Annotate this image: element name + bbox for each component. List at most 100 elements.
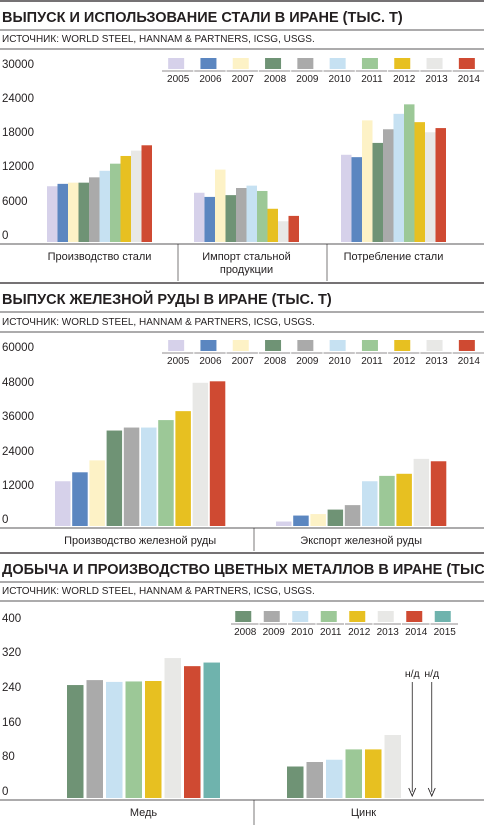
bar bbox=[384, 735, 401, 798]
bar bbox=[414, 122, 425, 242]
chart-title: ВЫПУСК И ИСПОЛЬЗОВАНИЕ СТАЛИ В ИРАНЕ (ТЫ… bbox=[2, 10, 403, 26]
legend-label: 2009 bbox=[296, 74, 319, 85]
bar bbox=[326, 759, 343, 798]
na-label: н/д bbox=[424, 668, 439, 680]
legend-label: 2008 bbox=[264, 74, 287, 85]
chart-panel: ВЫПУСК И ИСПОЛЬЗОВАНИЕ СТАЛИ В ИРАНЕ (ТЫ… bbox=[0, 0, 484, 281]
y-tick-label: 6000 bbox=[2, 196, 28, 208]
bar bbox=[55, 481, 71, 526]
bar bbox=[288, 215, 299, 242]
bar bbox=[246, 185, 257, 242]
y-tick-label: 18000 bbox=[2, 127, 34, 139]
legend-swatch bbox=[349, 611, 366, 622]
bar bbox=[106, 681, 123, 798]
bar bbox=[57, 183, 68, 242]
legend-label: 2007 bbox=[232, 356, 255, 367]
legend-label: 2014 bbox=[458, 356, 481, 367]
category-label: Производство стали bbox=[48, 251, 152, 263]
bar bbox=[78, 182, 89, 242]
chart-source: ИСТОЧНИК: WORLD STEEL, HANNAM & PARTNERS… bbox=[2, 586, 315, 597]
y-tick-label: 60000 bbox=[2, 342, 34, 354]
legend-label: 2012 bbox=[393, 74, 416, 85]
legend-swatch bbox=[297, 58, 314, 69]
chart-panel: ДОБЫЧА И ПРОИЗВОДСТВО ЦВЕТНЫХ МЕТАЛЛОВ В… bbox=[0, 552, 484, 825]
legend-label: 2013 bbox=[425, 356, 448, 367]
bar bbox=[86, 680, 103, 798]
bar bbox=[47, 186, 58, 242]
bar bbox=[203, 662, 220, 798]
legend-label: 2009 bbox=[263, 627, 286, 638]
na-arrow-head bbox=[427, 787, 436, 798]
legend-swatch bbox=[426, 58, 443, 69]
category-label: продукции bbox=[220, 264, 273, 276]
bar bbox=[435, 128, 446, 242]
category-label: Медь bbox=[130, 807, 158, 819]
bar bbox=[393, 113, 404, 242]
bar bbox=[110, 163, 121, 242]
bar bbox=[106, 430, 123, 526]
legend-label: 2013 bbox=[425, 74, 448, 85]
bar bbox=[365, 749, 382, 798]
bar bbox=[372, 142, 383, 242]
bar bbox=[257, 190, 268, 242]
bar bbox=[215, 169, 226, 242]
y-tick-label: 80 bbox=[2, 751, 15, 763]
legend-label: 2010 bbox=[329, 74, 352, 85]
bar bbox=[425, 132, 436, 242]
legend-label: 2013 bbox=[377, 627, 400, 638]
bar bbox=[125, 681, 142, 798]
y-tick-label: 48000 bbox=[2, 377, 34, 389]
legend-swatch bbox=[292, 611, 309, 622]
y-tick-label: 12000 bbox=[2, 480, 34, 492]
legend-swatch bbox=[200, 340, 217, 351]
y-tick-label: 36000 bbox=[2, 411, 34, 423]
na-label: н/д bbox=[405, 668, 420, 680]
legend-label: 2006 bbox=[199, 74, 222, 85]
legend-swatch bbox=[377, 611, 394, 622]
chart-source: ИСТОЧНИК: WORLD STEEL, HANNAM & PARTNERS… bbox=[2, 317, 315, 328]
legend-swatch bbox=[232, 58, 249, 69]
legend-swatch bbox=[263, 611, 280, 622]
legend-label: 2005 bbox=[167, 74, 190, 85]
legend-label: 2011 bbox=[320, 627, 342, 638]
legend-label: 2012 bbox=[393, 356, 416, 367]
na-arrow-head bbox=[408, 787, 417, 798]
bar bbox=[99, 170, 110, 242]
bar bbox=[225, 195, 236, 242]
bar bbox=[175, 411, 191, 526]
legend-swatch bbox=[297, 340, 314, 351]
bar bbox=[310, 514, 326, 526]
legend-swatch bbox=[265, 340, 282, 351]
bar bbox=[164, 658, 181, 798]
category-label: Производство железной руды bbox=[64, 535, 216, 547]
bar bbox=[345, 749, 362, 798]
legend-label: 2006 bbox=[199, 356, 222, 367]
bar bbox=[236, 188, 247, 242]
bar bbox=[351, 157, 362, 242]
legend-swatch bbox=[168, 58, 185, 69]
bar bbox=[141, 145, 152, 242]
bar bbox=[293, 515, 309, 526]
bar bbox=[158, 420, 174, 526]
bar bbox=[89, 177, 100, 242]
y-tick-label: 320 bbox=[2, 647, 21, 659]
legend-label: 2011 bbox=[361, 356, 383, 367]
legend-swatch bbox=[394, 340, 411, 351]
bar bbox=[383, 129, 394, 242]
category-label: Импорт стальной bbox=[202, 251, 291, 263]
bar bbox=[192, 382, 209, 526]
y-tick-label: 24000 bbox=[2, 446, 34, 458]
legend-swatch bbox=[329, 340, 346, 351]
bar bbox=[341, 154, 352, 242]
legend-swatch bbox=[168, 340, 185, 351]
legend-swatch bbox=[394, 58, 411, 69]
bar bbox=[267, 208, 278, 242]
bar bbox=[362, 481, 378, 526]
bar bbox=[278, 221, 289, 242]
legend-label: 2008 bbox=[264, 356, 287, 367]
bar bbox=[276, 521, 292, 526]
bar bbox=[120, 155, 131, 242]
legend-swatch bbox=[361, 58, 378, 69]
bar bbox=[404, 104, 415, 242]
